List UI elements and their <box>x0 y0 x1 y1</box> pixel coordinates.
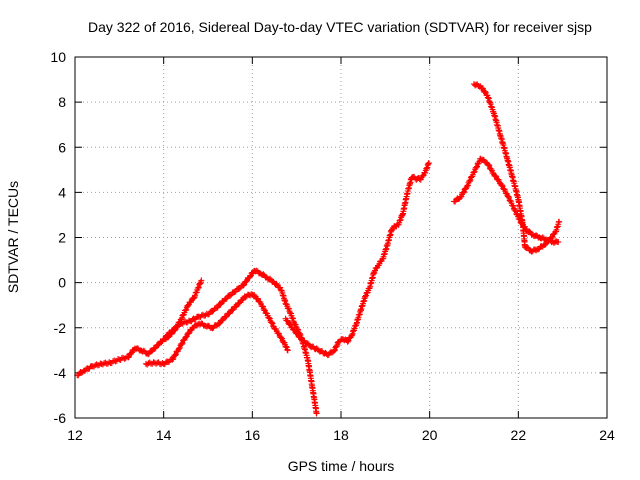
data-point <box>283 343 290 350</box>
y-tick-label: 2 <box>58 230 66 246</box>
x-tick-label: 20 <box>422 427 438 443</box>
data-point <box>172 352 179 359</box>
data-point <box>151 345 158 352</box>
y-tick-label: -2 <box>54 320 67 336</box>
data-point <box>510 203 517 210</box>
data-point <box>178 341 185 348</box>
data-point <box>287 321 294 328</box>
data-point <box>185 302 192 309</box>
x-tick-label: 24 <box>599 427 615 443</box>
data-point <box>333 343 340 350</box>
data-point <box>482 88 489 95</box>
data-point <box>344 338 351 345</box>
data-point <box>555 239 562 246</box>
data-point <box>485 161 492 168</box>
data-point <box>255 295 262 302</box>
data-point <box>556 218 563 225</box>
data-point <box>240 282 247 289</box>
plot-frame <box>74 56 608 419</box>
x-tick-label: 14 <box>156 427 172 443</box>
data-point <box>512 206 519 213</box>
data-point <box>229 307 236 314</box>
data-point <box>473 164 480 171</box>
data-point <box>217 301 224 308</box>
y-tick-label: 6 <box>58 139 66 155</box>
data-point <box>275 330 282 337</box>
data-point <box>467 177 474 184</box>
data-point <box>541 241 548 248</box>
data-point <box>247 273 254 280</box>
data-point <box>460 189 467 196</box>
data-point <box>466 178 473 185</box>
data-point <box>278 334 285 341</box>
data-point <box>294 330 301 337</box>
data-point <box>362 293 369 300</box>
y-tick-label: 10 <box>50 49 66 65</box>
data-point <box>506 194 513 201</box>
data-point <box>524 244 531 251</box>
data-point <box>236 300 243 307</box>
data-point <box>266 314 273 321</box>
data-point <box>190 294 197 301</box>
y-tick-label: 0 <box>58 275 66 291</box>
data-point <box>148 348 155 355</box>
data-point <box>277 284 284 291</box>
series-track-4 <box>282 160 432 359</box>
y-tick-label: 8 <box>58 94 66 110</box>
y-axis-label: SDTVAR / TECUs <box>5 181 21 293</box>
data-point <box>198 277 205 284</box>
y-tick-label: -6 <box>54 410 67 426</box>
y-tick-label: 4 <box>58 184 66 200</box>
data-point <box>216 320 223 327</box>
data-point <box>548 235 555 242</box>
data-point <box>222 314 229 321</box>
data-point <box>182 307 189 314</box>
data-point <box>474 163 481 170</box>
series-track-6 <box>471 81 563 255</box>
data-point <box>268 319 275 326</box>
data-point <box>128 350 135 357</box>
data-point <box>236 286 243 293</box>
data-point <box>284 346 291 353</box>
x-axis-label: GPS time / hours <box>288 458 395 474</box>
data-point <box>227 292 234 299</box>
data-point <box>425 160 432 167</box>
series-track-5 <box>451 155 562 246</box>
series-track-2 <box>142 291 291 368</box>
data-point <box>267 275 274 282</box>
x-tick-label: 16 <box>245 427 261 443</box>
data-point <box>284 347 291 354</box>
data-point <box>492 172 499 179</box>
data-point <box>471 169 477 176</box>
x-tick-label: 12 <box>67 427 83 443</box>
plot-area <box>74 81 563 417</box>
data-point <box>209 308 216 315</box>
data-point <box>185 330 192 337</box>
data-point <box>331 347 338 354</box>
data-point <box>498 182 505 189</box>
data-point <box>526 228 533 235</box>
data-point <box>505 193 512 200</box>
y-tick-label: -4 <box>54 365 67 381</box>
x-tick-label: 22 <box>511 427 527 443</box>
grid-lines <box>75 57 607 418</box>
chart-title: Day 322 of 2016, Sidereal Day-to-day VTE… <box>88 19 592 35</box>
x-tick-label: 18 <box>333 427 349 443</box>
data-point <box>313 410 320 417</box>
data-point <box>260 271 267 278</box>
